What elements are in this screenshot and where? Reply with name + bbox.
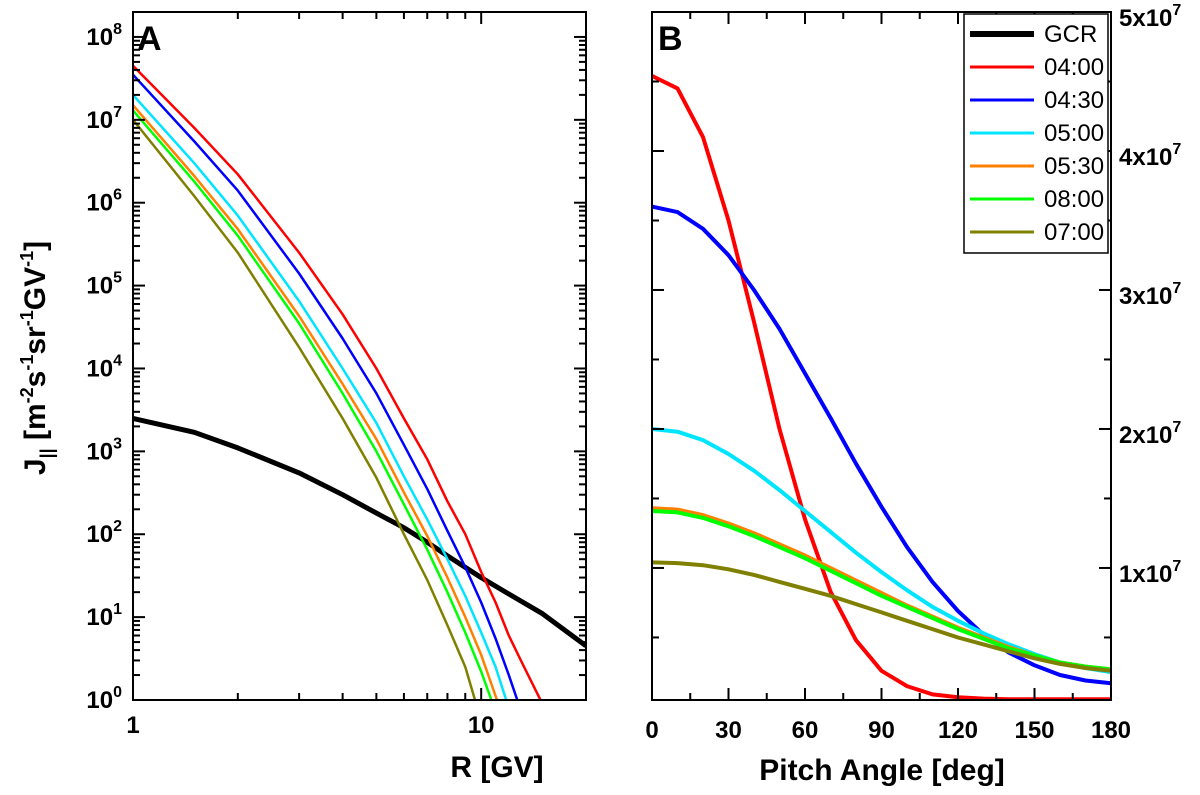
panel-b-series-group	[652, 74, 1111, 700]
panel-a-y-tick-label: 107	[86, 104, 122, 134]
legend-label: 04:00	[1044, 54, 1104, 81]
panel-a-y-axis-title-group: J|| [m-2s-1sr-1GV-1]	[17, 241, 57, 475]
panel-a-y-tick-label: 108	[86, 21, 122, 51]
panel-a-label: A	[137, 20, 162, 58]
panel-b-x-tick-label: 90	[868, 717, 895, 744]
panel-b-tick-labels: 0 30 60 90 120 150 180 1x107 2x107 3x107 4x107 5x10…	[645, 2, 1181, 744]
panel-a-x-axis-title: R [GV]	[450, 751, 543, 784]
legend-entry-04-30: 04:30	[970, 87, 1104, 114]
panel-a-y-tick-label: 105	[86, 270, 122, 300]
panel-a-y-tick-label: 103	[86, 435, 122, 465]
panel-a-y-axis-title: J|| [m-2s-1sr-1GV-1]	[17, 241, 57, 475]
legend-label: 05:00	[1044, 120, 1104, 147]
panel-a-x-tick-label: 1	[126, 712, 139, 739]
legend-label: 08:00	[1044, 186, 1104, 213]
panel-b-x-axis-title: Pitch Angle [deg]	[759, 754, 1005, 787]
panel-a-y-tick-label: 106	[86, 187, 122, 217]
panel-b-y-tick-label: 5x107	[1119, 2, 1181, 32]
panel-b-x-tick-label: 120	[938, 717, 978, 744]
legend-label: 07:00	[1044, 219, 1104, 246]
panel-a-series-05-00	[133, 94, 508, 700]
panel-b-series-05-00	[652, 427, 1111, 675]
panel-a-x-tick-label: 10	[468, 712, 495, 739]
panel-a-series-04-30	[133, 73, 519, 700]
panel-b-series-07-00	[652, 560, 1111, 673]
panel-b-x-tick-label: 30	[715, 717, 742, 744]
panel-a-frame	[132, 11, 587, 701]
legend-entry-05-30: 05:30	[970, 153, 1104, 180]
panel-b-series-05-30	[652, 506, 1111, 672]
legend-entry-05-00: 05:00	[970, 120, 1104, 147]
legend-label: GCR	[1044, 21, 1097, 48]
legend-entry-08-00: 08:00	[970, 186, 1104, 213]
panel-b-series-04-30	[652, 204, 1111, 686]
legend-entry-07-00: 07:00	[970, 219, 1104, 246]
panel-b-series-08-00	[652, 509, 1111, 672]
panel-a-series-gcr	[133, 415, 586, 648]
panel-a-y-tick-label: 102	[86, 518, 122, 548]
panel-b-y-tick-label: 4x107	[1119, 141, 1181, 171]
panel-b-y-tick-label: 2x107	[1119, 419, 1181, 449]
panel-a-y-tick-label: 104	[86, 352, 122, 382]
panel-b-y-tick-label: 1x107	[1119, 558, 1181, 588]
panel-a-tick-labels: 1 10 100 101 102 103 104 105 106 107 108	[86, 21, 494, 739]
panel-b-x-tick-label: 60	[792, 717, 819, 744]
legend-entry-gcr: GCR	[970, 21, 1097, 48]
legend-label: 04:30	[1044, 87, 1104, 114]
panel-b-x-tick-label: 0	[645, 717, 658, 744]
panel-a-series-04-00	[133, 64, 542, 700]
panel-a-series-08-00	[133, 109, 493, 700]
legend: GCR 04:00 04:30 05:00 05:30 08:00 07:00	[963, 13, 1109, 254]
panel-a-series-07-00	[133, 119, 477, 700]
panel-a-y-tick-label: 101	[86, 601, 122, 631]
legend-entry-04-00: 04:00	[970, 54, 1104, 81]
panel-a-y-tick-label: 100	[86, 684, 122, 714]
panel-a-series-05-30	[133, 104, 499, 700]
panel-b-chart: 0 30 60 90 120 150 180 1x107 2x107 3x107 4x107 5x10…	[645, 2, 1181, 787]
legend-label: 05:30	[1044, 153, 1104, 180]
panel-a-series-group	[133, 64, 586, 700]
panel-b-label: B	[658, 20, 683, 58]
panel-b-x-tick-label: 180	[1091, 717, 1131, 744]
panel-b-y-tick-label: 3x107	[1119, 280, 1181, 310]
panel-b-frame	[651, 11, 1112, 701]
panel-b-x-tick-label: 150	[1014, 717, 1054, 744]
